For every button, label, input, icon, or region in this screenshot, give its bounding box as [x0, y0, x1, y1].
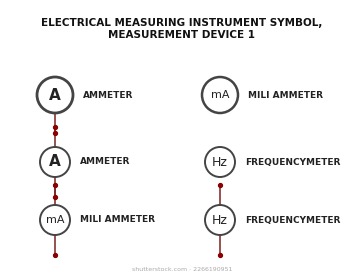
Text: FREQUENCYMETER: FREQUENCYMETER [245, 157, 340, 167]
Text: MILI AMMETER: MILI AMMETER [80, 216, 155, 225]
Circle shape [40, 205, 70, 235]
Text: MEASUREMENT DEVICE 1: MEASUREMENT DEVICE 1 [108, 30, 256, 40]
Text: ELECTRICAL MEASURING INSTRUMENT SYMBOL,: ELECTRICAL MEASURING INSTRUMENT SYMBOL, [41, 18, 323, 28]
Text: AMMETER: AMMETER [80, 157, 130, 167]
Circle shape [205, 205, 235, 235]
Text: mA: mA [211, 90, 229, 100]
Text: mA: mA [46, 215, 64, 225]
Text: MILI AMMETER: MILI AMMETER [248, 90, 323, 99]
Text: shutterstock.com · 2266190951: shutterstock.com · 2266190951 [132, 267, 232, 272]
Text: Hz: Hz [212, 213, 228, 227]
Text: Hz: Hz [212, 155, 228, 169]
Circle shape [202, 77, 238, 113]
Circle shape [40, 147, 70, 177]
Text: A: A [49, 155, 61, 169]
Circle shape [37, 77, 73, 113]
Text: AMMETER: AMMETER [83, 90, 133, 99]
Circle shape [205, 147, 235, 177]
Text: A: A [49, 87, 61, 102]
Text: FREQUENCYMETER: FREQUENCYMETER [245, 216, 340, 225]
